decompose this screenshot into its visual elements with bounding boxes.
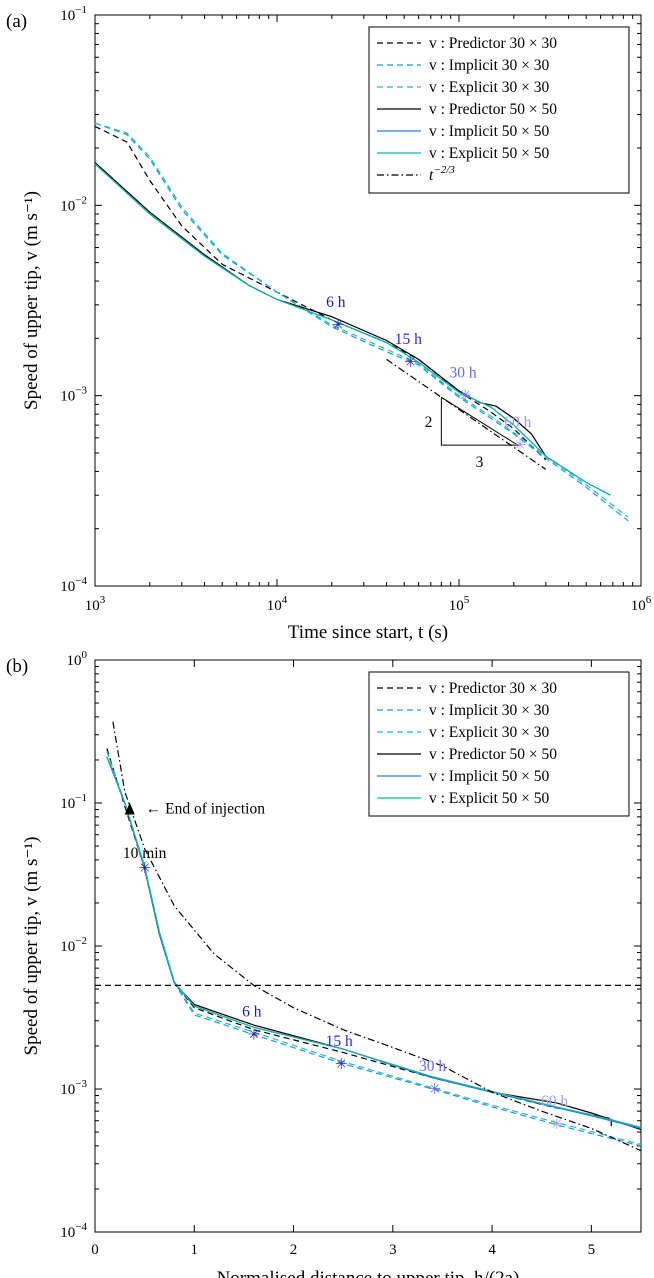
marker-label: 30 h (419, 1058, 446, 1075)
slope-run-label: 3 (476, 454, 484, 471)
y-axis-label: Speed of upper tip, v (m s⁻¹) (21, 191, 42, 410)
legend-box (368, 26, 630, 194)
marker-asterisk: ✳ (459, 387, 472, 405)
marker-asterisk: ✳ (404, 353, 417, 371)
marker-asterisk: ✳ (248, 1026, 261, 1044)
y-tick-label: 10−4 (60, 575, 87, 595)
marker-asterisk: ✳ (550, 1115, 563, 1133)
y-tick-label: 10−1 (60, 4, 87, 24)
legend-label: v : Implicit 30 × 30 (429, 57, 549, 74)
x-axis-label: Time since start, t (s) (288, 622, 448, 643)
x-tick-label: 3 (389, 1242, 397, 1258)
marker-asterisk: ✳ (428, 1080, 441, 1098)
y-tick-label: 100 (67, 649, 88, 669)
x-tick-label: 104 (267, 594, 288, 614)
y-tick-label: 10−1 (60, 792, 87, 812)
legend-label: v : Implicit 50 × 50 (429, 768, 549, 785)
marker-label: 6 h (242, 1004, 262, 1021)
y-tick-label: 10−3 (60, 385, 87, 405)
series-line-3 (94, 161, 547, 457)
marker-label: 10 min (123, 845, 167, 862)
legend-label: v : Predictor 30 × 30 (429, 680, 557, 697)
y-tick-label: 10−3 (60, 1078, 87, 1098)
legend-label: v : Explicit 50 × 50 (429, 145, 549, 162)
marker-label: 30 h (450, 365, 477, 382)
legend-label: v : Explicit 30 × 30 (429, 79, 549, 96)
panel-label: (a) (6, 11, 27, 32)
series-line-6 (112, 721, 642, 1152)
legend-label: t−2/3 (429, 164, 455, 184)
panel-label: (b) (6, 656, 28, 677)
series-line-4 (94, 163, 611, 496)
x-tick-label: 0 (91, 1242, 99, 1258)
legend-label: v : Explicit 30 × 30 (429, 724, 549, 741)
x-tick-label: 1 (191, 1242, 199, 1258)
marker-label: 15 h (326, 1033, 353, 1050)
legend: v : Predictor 30 × 30 v : Implicit 30 × 3… (368, 671, 630, 817)
legend-label: v : Explicit 50 × 50 (429, 790, 549, 807)
marker-label: 15 h (395, 331, 422, 348)
x-tick-label: 103 (85, 594, 106, 614)
y-tick-label: 10−2 (60, 194, 87, 214)
x-tick-label: 5 (588, 1242, 596, 1258)
end-of-injection-label: ← End of injection (146, 801, 265, 818)
legend-label: v : Implicit 50 × 50 (429, 123, 549, 140)
series-line-5 (106, 756, 642, 1128)
marker-label: 60 h (541, 1093, 568, 1110)
injection-arrow-icon (124, 802, 135, 815)
legend-label: v : Predictor 50 × 50 (429, 101, 557, 118)
x-tick-label: 4 (488, 1242, 496, 1258)
x-tick-label: 106 (631, 594, 652, 614)
marker-asterisk: ✳ (332, 316, 345, 334)
panel-a-chart: 10−4 10−3 10−2 10−1 103 104 105 106 2 3 ✳ 6 h ✳ 15 h ✳… (6, 4, 652, 643)
marker-label: 60 h (504, 414, 531, 431)
series-line-5 (94, 163, 611, 496)
marker-asterisk: ✳ (138, 859, 151, 877)
legend-label: v : Predictor 30 × 30 (429, 35, 557, 52)
y-axis-label: Speed of upper tip, v (m s⁻¹) (21, 837, 42, 1056)
slope-triangle (440, 396, 520, 446)
x-tick-label: 105 (449, 594, 470, 614)
x-tick-label: 2 (290, 1242, 298, 1258)
legend-label: v : Implicit 30 × 30 (429, 702, 549, 719)
legend: v : Predictor 30 × 30 v : Implicit 30 × 3… (368, 26, 630, 194)
marker-asterisk: ✳ (335, 1055, 348, 1073)
y-tick-label: 10−4 (60, 1221, 87, 1241)
marker-label: 6 h (326, 294, 346, 311)
legend-box (368, 671, 630, 817)
series-line-6 (386, 358, 547, 470)
y-tick-label: 10−2 (60, 935, 87, 955)
plot-frame (94, 14, 642, 587)
marker-asterisk: ✳ (514, 436, 527, 454)
x-axis-label: Normalised distance to upper tip, h/(2a) (217, 1268, 520, 1278)
legend-label: v : Predictor 50 × 50 (429, 746, 557, 763)
slope-rise-label: 2 (425, 414, 433, 431)
